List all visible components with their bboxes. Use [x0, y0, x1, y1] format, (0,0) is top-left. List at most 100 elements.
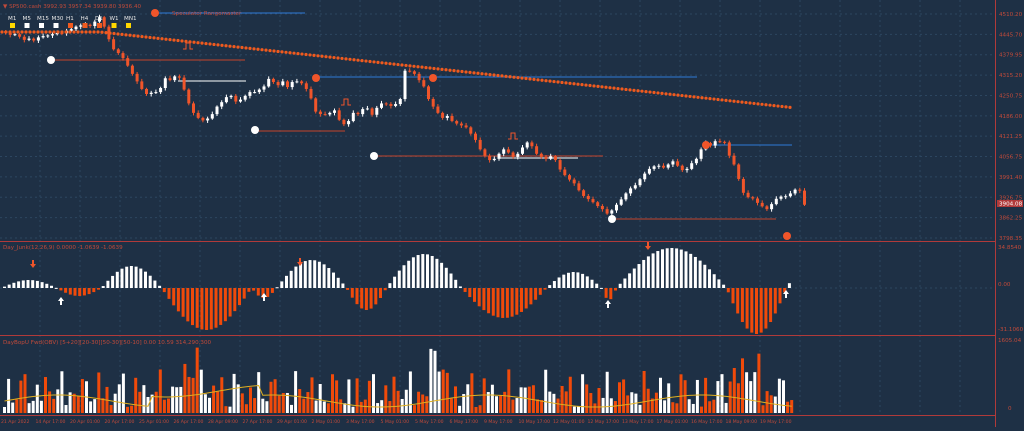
current-price-badge: [997, 200, 1023, 207]
moving-average-point: [256, 47, 260, 51]
moving-average-point: [732, 99, 736, 103]
volume-bar-down: [277, 395, 281, 413]
oscillator-bar-positive: [397, 270, 401, 288]
moving-average-point: [204, 41, 208, 46]
volume-bar-up: [171, 386, 175, 413]
volume-bar-down: [790, 400, 794, 413]
timeframe-button[interactable]: W1: [110, 16, 120, 22]
oscillator-bar-positive: [665, 248, 669, 288]
oscillator-bar-negative: [783, 288, 787, 293]
timeframe-button[interactable]: M1: [8, 16, 17, 22]
oscillator-bar-negative: [501, 288, 505, 318]
candle-bearish: [676, 161, 680, 166]
candle-bearish: [436, 106, 440, 113]
oscillator-bar-negative: [186, 288, 190, 322]
time-tick-label: 10 May 17:00: [519, 419, 551, 425]
candle-bullish: [770, 204, 774, 210]
oscillator-axis-top: 34.8540: [998, 245, 1022, 251]
time-tick-label: 20 Apr 17:00: [105, 419, 135, 425]
volume-bar-up: [458, 405, 462, 413]
volume-bar-down: [331, 374, 334, 413]
volume-bar-down: [15, 399, 19, 413]
oscillator-bar-negative: [468, 288, 472, 298]
volume-bar-down: [326, 403, 330, 413]
moving-average-point: [120, 32, 124, 37]
moving-average-point: [524, 76, 528, 81]
timeframe-button[interactable]: M15: [37, 16, 49, 22]
oscillator-bar-negative: [346, 288, 350, 290]
oscillator-bar-negative: [233, 288, 237, 312]
moving-average-point: [332, 55, 336, 60]
oscillator-bar-negative: [524, 288, 528, 309]
volume-bar-down: [511, 399, 515, 413]
volume-bar-down: [732, 368, 736, 413]
oscillator-bar-positive: [585, 276, 589, 288]
candle-bullish: [619, 199, 623, 205]
oscillator-bar-positive: [111, 275, 115, 288]
candle-bearish: [718, 141, 722, 143]
range-bracket-marker: [508, 132, 518, 140]
volume-bar-down: [618, 382, 621, 413]
candle-bearish: [732, 155, 736, 165]
timeframe-status-dot: [24, 23, 30, 28]
volume-bar-down: [339, 399, 343, 413]
volume-bar-down: [359, 401, 363, 413]
timeframe-button[interactable]: M30: [52, 16, 64, 22]
oscillator-bar-positive: [313, 260, 317, 288]
candle-bearish: [196, 112, 200, 118]
oscillator-bar-negative: [473, 288, 476, 302]
timeframe-button[interactable]: D1: [95, 16, 103, 22]
oscillator-bar-positive: [139, 268, 143, 288]
candle-bearish: [530, 142, 534, 147]
volume-bar-up: [89, 401, 93, 413]
volume-bar-down: [765, 391, 769, 413]
volume-bar-down: [355, 378, 359, 413]
candle-bearish: [553, 156, 557, 161]
candle-bearish: [337, 110, 341, 120]
moving-average-point: [464, 70, 468, 74]
oscillator-bar-negative: [520, 288, 523, 312]
timeframe-button[interactable]: MN1: [124, 16, 137, 22]
volume-bar-down: [454, 386, 457, 413]
moving-average-point: [684, 94, 688, 98]
oscillator-bar-positive: [303, 261, 307, 288]
candle-bearish: [662, 165, 665, 168]
volume-bar-up: [11, 402, 15, 413]
oscillator-bar-negative: [374, 288, 378, 305]
oscillator-bar-negative: [496, 288, 500, 318]
volume-bar-down: [195, 347, 199, 413]
timeframe-button[interactable]: H4: [81, 16, 89, 22]
oscillator-bar-negative: [261, 288, 265, 298]
candle-bearish: [751, 197, 755, 199]
candle-bullish: [445, 116, 449, 118]
timeframe-button[interactable]: H1: [66, 16, 74, 22]
moving-average-point: [536, 78, 540, 82]
oscillator-bar-negative: [726, 288, 730, 293]
oscillator-bar-negative: [487, 288, 491, 314]
volume-bar-up: [495, 396, 498, 413]
candle-bullish: [793, 189, 797, 194]
timeframe-selector[interactable]: M1 M5 M15 M30 H1 H4 D1 W1 MN1: [8, 16, 137, 22]
volume-bar-down: [741, 358, 744, 413]
moving-average-point: [480, 72, 484, 76]
timeframe-button[interactable]: M5: [23, 16, 32, 22]
volume-bar-down: [654, 392, 658, 413]
candle-bullish: [333, 110, 336, 113]
oscillator-bar-negative: [759, 288, 763, 333]
oscillator-bar-positive: [689, 253, 693, 288]
sell-signal-marker: [151, 9, 159, 17]
candle-bearish: [234, 95, 238, 102]
volume-bar-down: [503, 391, 507, 413]
timeframe-status-dots: [10, 23, 131, 28]
volume-bar-down: [310, 377, 314, 413]
moving-average-point: [28, 30, 32, 34]
oscillator-bar-negative: [745, 288, 749, 329]
candle-bullish: [220, 102, 224, 107]
moving-average-point: [744, 100, 748, 105]
volume-bar-up: [68, 392, 72, 413]
candle-bearish: [116, 49, 120, 54]
oscillator-sell-arrow: [297, 258, 303, 266]
oscillator-bar-positive: [646, 256, 650, 288]
volume-bar-down: [708, 401, 712, 413]
